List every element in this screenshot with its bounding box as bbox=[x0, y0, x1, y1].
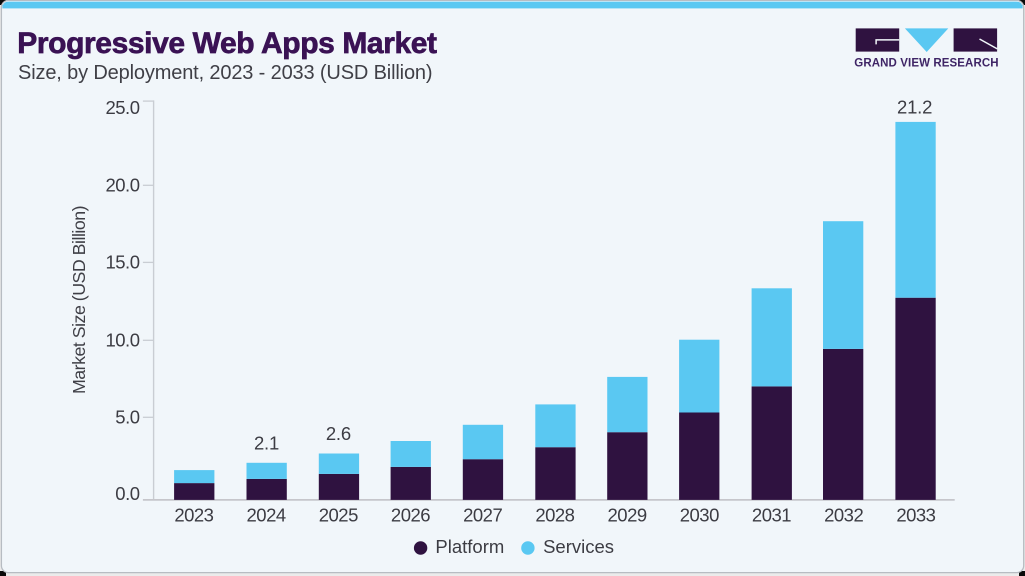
svg-text:20.0: 20.0 bbox=[105, 175, 139, 196]
svg-text:2027: 2027 bbox=[463, 504, 502, 525]
svg-text:GRAND VIEW RESEARCH: GRAND VIEW RESEARCH bbox=[854, 58, 998, 70]
svg-text:25.0: 25.0 bbox=[105, 97, 139, 118]
svg-text:Services: Services bbox=[543, 536, 614, 557]
svg-text:21.2: 21.2 bbox=[897, 96, 932, 117]
svg-text:2030: 2030 bbox=[680, 504, 719, 525]
svg-text:10.0: 10.0 bbox=[105, 330, 139, 351]
svg-text:2031: 2031 bbox=[752, 504, 791, 525]
svg-text:2026: 2026 bbox=[391, 504, 430, 525]
svg-text:2024: 2024 bbox=[247, 504, 286, 525]
svg-text:Size, by Deployment, 2023 - 20: Size, by Deployment, 2023 - 2033 (USD Bi… bbox=[18, 62, 432, 84]
svg-text:2028: 2028 bbox=[535, 504, 574, 525]
svg-text:2.6: 2.6 bbox=[326, 423, 351, 444]
svg-text:2.1: 2.1 bbox=[254, 433, 279, 454]
svg-text:Market Size (USD Billion): Market Size (USD Billion) bbox=[69, 206, 89, 394]
svg-text:0.0: 0.0 bbox=[115, 483, 139, 504]
svg-text:2029: 2029 bbox=[608, 504, 647, 525]
svg-text:2025: 2025 bbox=[319, 504, 358, 525]
svg-text:2023: 2023 bbox=[174, 504, 213, 525]
svg-text:2033: 2033 bbox=[896, 504, 935, 525]
svg-text:15.0: 15.0 bbox=[105, 252, 139, 273]
svg-text:Progressive Web Apps Market: Progressive Web Apps Market bbox=[17, 27, 437, 60]
svg-text:Platform: Platform bbox=[435, 536, 504, 557]
svg-text:2032: 2032 bbox=[824, 504, 863, 525]
svg-text:5.0: 5.0 bbox=[115, 407, 139, 428]
